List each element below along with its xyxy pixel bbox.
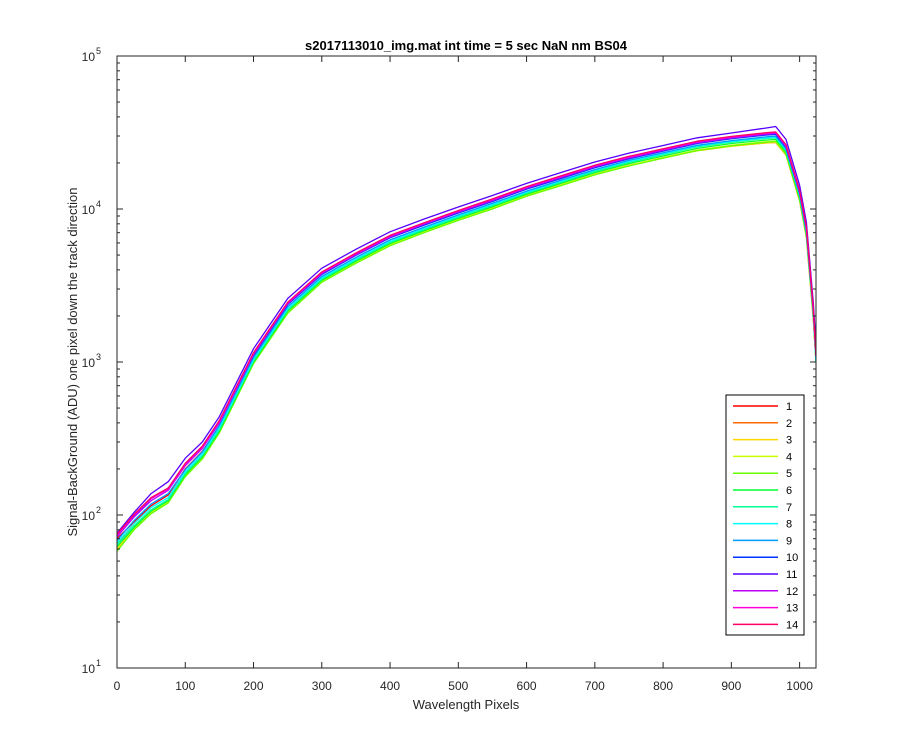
x-tick-label: 600	[517, 679, 537, 693]
legend-box	[725, 394, 805, 636]
y-tick-label: 10	[82, 203, 96, 217]
x-axis-label: Wavelength Pixels	[413, 697, 520, 712]
x-tick-label: 900	[721, 679, 741, 693]
y-tick-exponent: 5	[96, 46, 101, 56]
legend-label-8: 8	[786, 519, 792, 531]
series-line-14	[117, 131, 816, 535]
y-tick-exponent: 1	[96, 658, 101, 668]
y-tick-exponent: 3	[96, 352, 101, 362]
x-tick-label: 0	[114, 679, 121, 693]
series-line-12	[117, 132, 816, 538]
x-tick-label: 1000	[786, 679, 813, 693]
y-tick-exponent: 2	[96, 505, 101, 515]
legend-label-7: 7	[786, 502, 792, 514]
legend-label-3: 3	[786, 435, 792, 447]
x-tick-label: 300	[312, 679, 332, 693]
series-line-5	[117, 140, 816, 552]
chart-title: s2017113010_img.mat int time = 5 sec NaN…	[305, 38, 628, 53]
y-tick-label: 10	[82, 356, 96, 370]
y-tick-label: 10	[82, 509, 96, 523]
series-line-9	[117, 135, 816, 542]
x-tick-label: 100	[175, 679, 195, 693]
y-tick-exponent: 4	[96, 199, 101, 209]
y-axis-label: Signal-BackGround (ADU) one pixel down t…	[65, 187, 80, 536]
legend-label-5: 5	[786, 468, 792, 480]
axes-box	[116, 55, 817, 669]
y-tick-label: 10	[82, 50, 96, 64]
legend-label-12: 12	[786, 586, 798, 598]
legend-label-10: 10	[786, 552, 798, 564]
y-tick-label: 10	[82, 662, 96, 676]
x-tick-label: 800	[653, 679, 673, 693]
x-tick-label: 700	[585, 679, 605, 693]
legend-label-1: 1	[786, 401, 792, 413]
legend-label-2: 2	[786, 418, 792, 430]
legend-label-14: 14	[786, 619, 798, 631]
legend-label-4: 4	[786, 451, 792, 463]
legend-label-9: 9	[786, 535, 792, 547]
legend-label-11: 11	[786, 569, 797, 581]
x-tick-label: 400	[380, 679, 400, 693]
x-tick-label: 500	[448, 679, 468, 693]
series-line-11	[117, 125, 816, 534]
legend-label-13: 13	[786, 603, 798, 615]
series-layer	[117, 125, 816, 552]
series-line-6	[117, 138, 816, 548]
x-tick-label: 200	[244, 679, 264, 693]
plot-area	[117, 56, 816, 668]
legend-label-6: 6	[786, 485, 792, 497]
